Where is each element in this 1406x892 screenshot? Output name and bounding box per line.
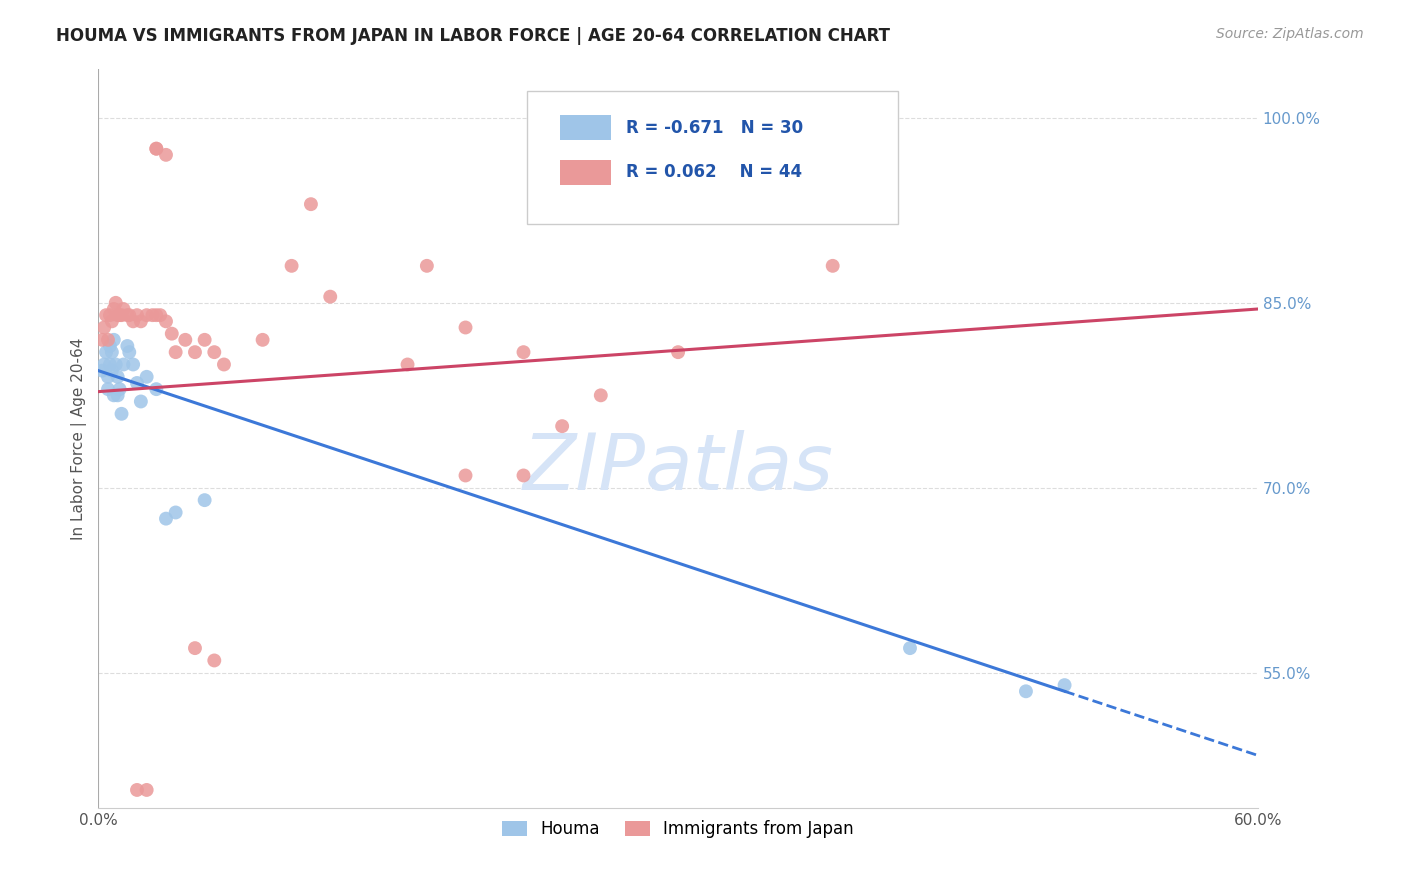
Point: [145, 142, 167, 156]
Point: [252, 333, 274, 347]
Point: [141, 308, 163, 322]
Point: [107, 308, 129, 322]
Point: [103, 388, 125, 402]
Point: [118, 308, 141, 322]
Point: [155, 511, 177, 525]
Point: [202, 653, 225, 667]
Text: HOUMA VS IMMIGRANTS FROM JAPAN IN LABOR FORCE | AGE 20-64 CORRELATION CHART: HOUMA VS IMMIGRANTS FROM JAPAN IN LABOR …: [56, 27, 890, 45]
Text: ZIPatlas: ZIPatlas: [523, 430, 834, 506]
Point: [299, 197, 322, 211]
Point: [135, 308, 157, 322]
FancyBboxPatch shape: [560, 160, 610, 185]
Point: [396, 358, 419, 372]
Point: [91, 333, 114, 347]
Point: [165, 506, 187, 520]
Point: [149, 308, 172, 322]
Point: [122, 314, 145, 328]
Point: [821, 259, 844, 273]
Point: [184, 345, 207, 359]
Point: [135, 783, 157, 797]
Point: [108, 382, 131, 396]
Point: [155, 314, 177, 328]
Point: [512, 345, 534, 359]
Point: [117, 339, 139, 353]
Point: [194, 333, 217, 347]
Point: [104, 358, 127, 372]
Text: R = -0.671   N = 30: R = -0.671 N = 30: [626, 119, 803, 136]
Point: [110, 308, 132, 322]
Point: [97, 382, 120, 396]
Point: [98, 339, 121, 353]
Point: [91, 364, 114, 378]
Point: [145, 308, 167, 322]
Point: [98, 358, 121, 372]
Point: [101, 364, 124, 378]
Point: [202, 345, 225, 359]
Point: [129, 394, 152, 409]
Point: [135, 369, 157, 384]
Point: [184, 641, 207, 656]
Point: [94, 345, 117, 359]
Point: [416, 259, 439, 273]
Text: Source: ZipAtlas.com: Source: ZipAtlas.com: [1216, 27, 1364, 41]
Point: [103, 301, 125, 316]
Point: [107, 388, 129, 402]
Point: [93, 358, 115, 372]
Point: [589, 388, 612, 402]
FancyBboxPatch shape: [527, 91, 898, 224]
Point: [160, 326, 183, 341]
Point: [194, 493, 217, 508]
Point: [145, 382, 167, 396]
Point: [93, 320, 115, 334]
Point: [125, 783, 148, 797]
Point: [125, 376, 148, 390]
Point: [145, 142, 167, 156]
Point: [174, 333, 197, 347]
Text: R = 0.062    N = 44: R = 0.062 N = 44: [626, 163, 801, 181]
Point: [512, 468, 534, 483]
Point: [117, 308, 139, 322]
Point: [110, 407, 132, 421]
Legend: Houma, Immigrants from Japan: Houma, Immigrants from Japan: [495, 814, 860, 845]
Point: [129, 314, 152, 328]
Point: [1053, 678, 1076, 692]
Point: [454, 320, 477, 334]
Point: [898, 641, 921, 656]
Point: [155, 148, 177, 162]
Point: [454, 468, 477, 483]
Point: [165, 345, 187, 359]
FancyBboxPatch shape: [560, 115, 610, 140]
Point: [212, 358, 235, 372]
Point: [103, 333, 125, 347]
Y-axis label: In Labor Force | Age 20-64: In Labor Force | Age 20-64: [72, 337, 87, 540]
Point: [125, 308, 148, 322]
Point: [108, 308, 131, 322]
Point: [97, 369, 120, 384]
Point: [551, 419, 574, 434]
Point: [94, 308, 117, 322]
Point: [104, 295, 127, 310]
Point: [97, 333, 120, 347]
Point: [112, 358, 135, 372]
Point: [98, 308, 121, 322]
Point: [1015, 684, 1038, 698]
Point: [280, 259, 302, 273]
Point: [101, 314, 124, 328]
Point: [101, 345, 124, 359]
Point: [122, 358, 145, 372]
Point: [107, 369, 129, 384]
Point: [118, 345, 141, 359]
Point: [112, 301, 135, 316]
Point: [319, 290, 342, 304]
Point: [666, 345, 689, 359]
